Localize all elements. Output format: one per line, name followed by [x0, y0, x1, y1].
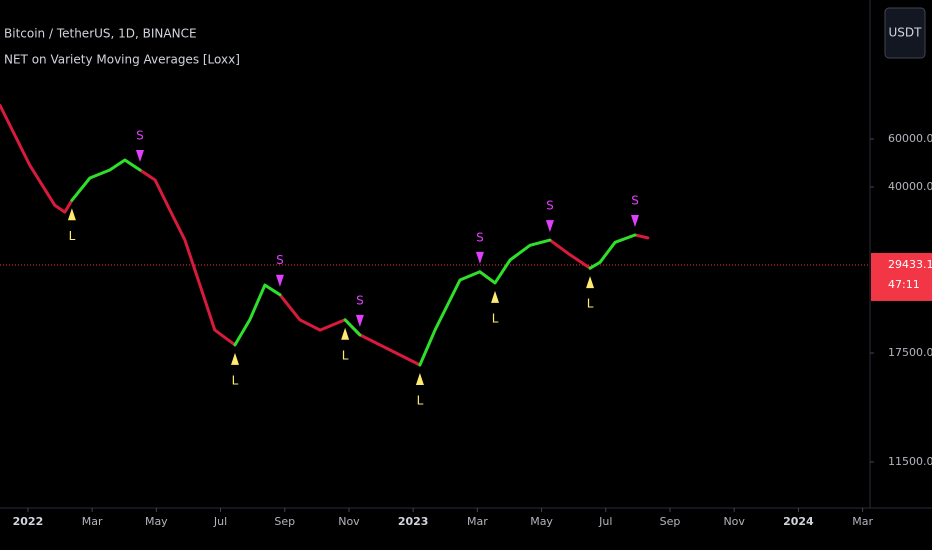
short-label: S [631, 193, 639, 207]
short-marker [355, 314, 364, 327]
x-tick-label: 2022 [13, 515, 44, 528]
long-marker [415, 372, 424, 385]
long-label: L [587, 297, 594, 311]
ma-line [588, 233, 637, 270]
symbol-title: Bitcoin / TetherUS, 1D, BINANCE [4, 27, 197, 41]
long-label: L [232, 373, 239, 387]
long-label: L [492, 311, 499, 325]
short-marker [135, 149, 144, 162]
long-marker [67, 208, 76, 221]
currency-button[interactable] [884, 7, 926, 59]
ma-line [633, 233, 650, 240]
ma-line [233, 283, 282, 347]
x-tick-label: Mar [82, 515, 103, 528]
y-tick-label: 60000.00 [888, 132, 932, 145]
short-label: S [476, 230, 484, 244]
ma-line [0, 103, 74, 214]
x-tick-label: Nov [723, 515, 745, 528]
x-tick-label: Nov [338, 515, 360, 528]
short-label: S [276, 253, 284, 267]
countdown-label: 47:11 [888, 278, 920, 291]
long-marker [230, 352, 239, 365]
last-price-box [871, 252, 932, 301]
ma-line [70, 158, 142, 202]
x-tick-label: Jul [598, 515, 612, 528]
short-marker [275, 274, 284, 287]
ma-line [418, 238, 552, 367]
x-tick-label: May [530, 515, 553, 528]
long-marker [491, 290, 500, 303]
ma-line [138, 168, 237, 347]
x-tick-label: 2024 [783, 515, 814, 528]
y-tick-label: 40000.00 [888, 180, 932, 193]
ma-line [548, 238, 592, 270]
long-label: L [342, 348, 349, 362]
x-tick-label: Sep [660, 515, 681, 528]
short-label: S [546, 199, 554, 213]
x-tick-label: Mar [467, 515, 488, 528]
short-label: S [136, 128, 144, 142]
long-label: L [417, 393, 424, 407]
y-tick-label: 17500.00 [888, 346, 932, 359]
last-price-label: 29433.15 [888, 258, 932, 271]
long-marker [341, 327, 350, 340]
short-label: S [356, 293, 364, 307]
currency-label[interactable]: USDT [889, 26, 923, 40]
x-tick-label: Jul [213, 515, 227, 528]
short-marker [475, 251, 484, 264]
x-tick-label: Sep [274, 515, 295, 528]
x-tick-label: Mar [852, 515, 873, 528]
x-tick-label: 2023 [398, 515, 429, 528]
long-marker [586, 276, 595, 289]
short-marker [545, 220, 554, 233]
y-tick-label: 11500.00 [888, 455, 932, 468]
indicator-title: NET on Variety Moving Averages [Loxx] [4, 53, 240, 67]
x-tick-label: May [145, 515, 168, 528]
long-label: L [69, 229, 76, 243]
ma-line [343, 318, 362, 337]
short-marker [631, 214, 640, 227]
